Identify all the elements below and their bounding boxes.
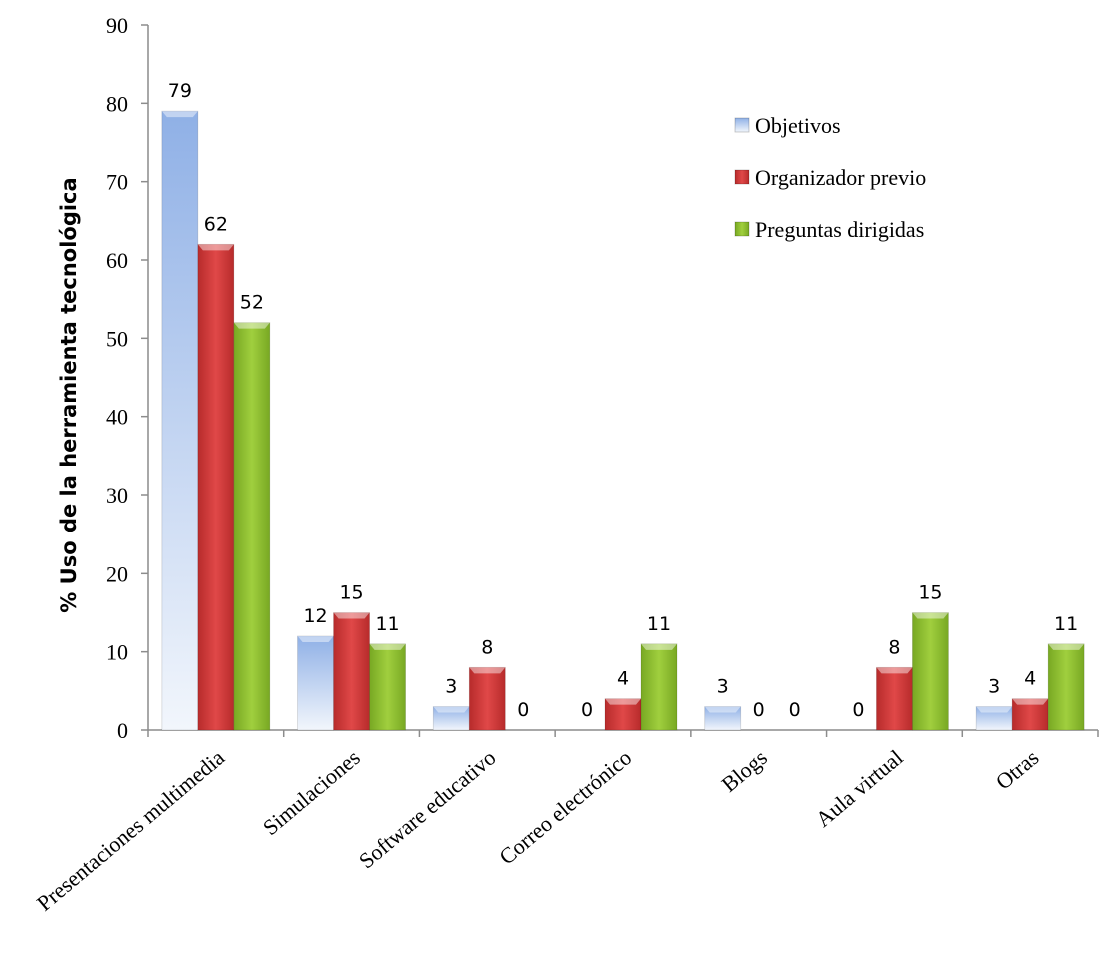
y-tick-label: 10 [106, 640, 128, 665]
bar [333, 612, 370, 731]
x-tick-label: Presentaciones multimedia [32, 745, 229, 916]
x-tick-label: Otras [991, 745, 1044, 795]
bar-highlight [912, 612, 949, 619]
bar-highlight [1048, 643, 1085, 650]
y-axis-title: % Uso de la herramienta tecnológica [57, 177, 81, 612]
data-label: 11 [375, 613, 399, 635]
bar [640, 643, 678, 731]
y-tick-label: 40 [106, 405, 128, 430]
y-tick-label: 70 [106, 170, 128, 195]
data-label: 79 [168, 80, 192, 102]
x-tick-label: Simulaciones [258, 745, 365, 840]
bar [912, 612, 949, 731]
legend-label: Organizador previo [755, 165, 926, 190]
data-label: 0 [517, 699, 529, 721]
y-tick-label: 0 [117, 718, 128, 743]
data-label: 4 [1024, 668, 1036, 690]
y-tick-label: 80 [106, 91, 128, 116]
data-label: 15 [339, 582, 363, 604]
bar-highlight [605, 698, 641, 705]
bar-highlight [433, 706, 470, 713]
data-label: 15 [918, 582, 942, 604]
bar-highlight [469, 667, 506, 674]
bar-highlight [641, 643, 677, 650]
x-tick-label: Software educativo [354, 745, 501, 874]
data-label: 0 [581, 699, 593, 721]
bar [704, 706, 742, 731]
y-tick-label: 90 [106, 13, 128, 38]
bar [297, 635, 334, 731]
data-label: 3 [445, 676, 457, 698]
bar [468, 666, 506, 731]
bar-highlight [976, 706, 1013, 713]
legend-swatch [734, 117, 750, 133]
bar [161, 110, 199, 731]
x-axis: Presentaciones multimedia SimulacionesSof… [32, 729, 1099, 916]
data-label: 4 [617, 668, 629, 690]
bar-highlight [369, 643, 406, 650]
bars [161, 110, 1085, 731]
data-label: 8 [888, 636, 900, 658]
data-label: 62 [204, 213, 228, 235]
x-tick-label: Correo electrónico [494, 745, 636, 870]
x-tick-label: Blogs [717, 745, 772, 797]
bar [876, 666, 913, 731]
bar-highlight [233, 322, 270, 329]
legend-swatch [734, 169, 750, 185]
data-label: 0 [852, 699, 864, 721]
bar-highlight [704, 706, 741, 713]
y-tick-label: 30 [106, 483, 128, 508]
bar [233, 322, 271, 731]
bar-highlight [161, 111, 198, 118]
legend-label: Preguntas dirigidas [755, 217, 924, 242]
data-label: 0 [753, 699, 765, 721]
bar [1011, 698, 1049, 731]
legend-label: Objetivos [755, 113, 841, 138]
y-tick-label: 20 [106, 561, 128, 586]
bar [197, 243, 235, 731]
data-label: 3 [717, 676, 729, 698]
data-label: 52 [240, 292, 264, 314]
bar-highlight [333, 612, 370, 619]
data-label: 12 [303, 605, 327, 627]
legend-swatch [734, 221, 750, 237]
bar [1047, 643, 1085, 731]
data-labels: 79 12 3 0 3 0 3 62 15 8 4 0 8 4 52 11 0 11 0 15 11 [168, 80, 1078, 721]
data-label: 11 [1054, 613, 1078, 635]
data-label: 11 [647, 613, 671, 635]
y-tick-label: 60 [106, 248, 128, 273]
y-axis: 0 10 20 30 40 50 60 70 80 90 [106, 13, 149, 743]
bar [369, 643, 406, 731]
x-tick-label: Aula virtual [811, 745, 908, 832]
data-label: 0 [789, 699, 801, 721]
data-label: 8 [481, 636, 493, 658]
bar-highlight [197, 244, 234, 251]
bar-highlight [297, 636, 334, 642]
legend: Objetivos Organizador previo Preguntas dir… [734, 113, 926, 242]
bar-highlight [1012, 698, 1049, 705]
y-tick-label: 50 [106, 326, 128, 351]
bar-highlight [876, 667, 913, 674]
data-label: 3 [988, 676, 1000, 698]
